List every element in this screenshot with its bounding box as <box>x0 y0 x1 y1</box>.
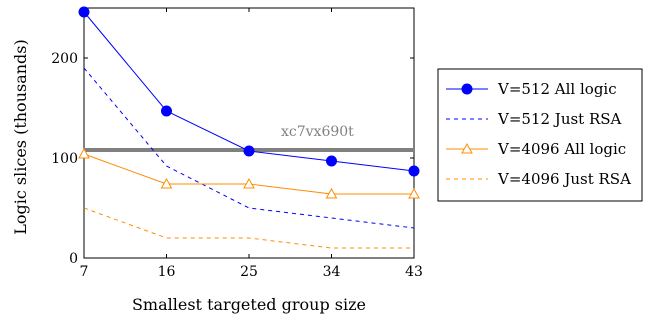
plot-area: 7 16 25 34 43 0 100 200 xc7vx690t <box>51 6 423 280</box>
plot-frame <box>83 7 415 259</box>
legend: V=512 All logic V=512 Just RSA V=4096 All … <box>437 68 643 202</box>
series-3-point <box>243 177 255 189</box>
series-line-2 <box>83 67 415 229</box>
x-tick-label: 43 <box>405 264 423 280</box>
x-tick-label: 7 <box>80 264 89 280</box>
y-tick-label: 200 <box>51 51 78 67</box>
series-3-point <box>325 187 338 199</box>
y-tick-label: 0 <box>69 251 78 267</box>
series-1-point <box>243 145 255 157</box>
y-axis-label: Logic slices (thousands) <box>11 39 30 235</box>
legend-label-2: V=512 Just RSA <box>497 110 622 128</box>
series-1-point <box>408 165 420 177</box>
legend-label-3: V=4096 All logic <box>497 140 626 158</box>
series-3-point <box>160 177 173 189</box>
series-1-point <box>78 6 90 18</box>
legend-label-4: V=4096 Just RSA <box>497 170 631 188</box>
legend-marker-1 <box>461 83 473 95</box>
series-3-point <box>408 187 420 199</box>
x-tick-label: 34 <box>323 264 341 280</box>
x-tick-label: 25 <box>240 264 258 280</box>
x-axis-label: Smallest targeted group size <box>132 295 366 314</box>
series-1-point <box>326 155 337 167</box>
series-3-point <box>78 147 90 159</box>
series-1-point <box>161 105 172 117</box>
legend-marker-3 <box>461 142 473 154</box>
x-tick-label: 16 <box>158 264 176 280</box>
reference-line-label: xc7vx690t <box>281 124 354 140</box>
legend-label-1: V=512 All logic <box>497 80 617 98</box>
y-tick-label: 100 <box>51 151 78 167</box>
series-line-4 <box>83 207 414 249</box>
